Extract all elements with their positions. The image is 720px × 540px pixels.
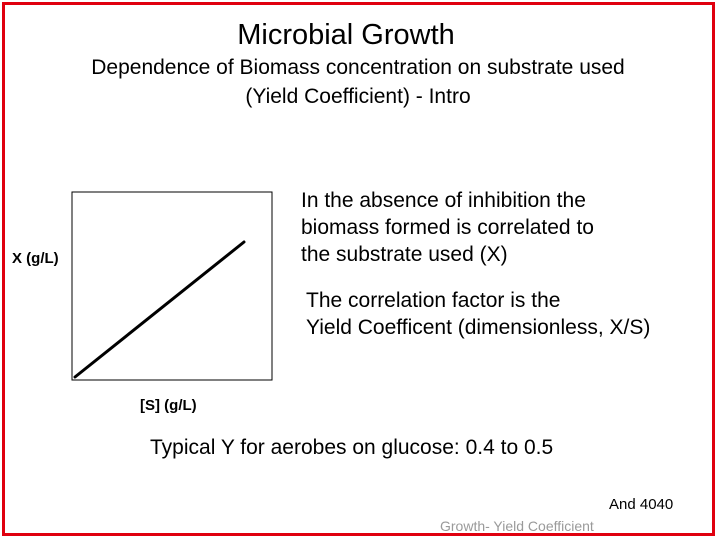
subtitle-line-1: Dependence of Biomass concentration on s… (91, 56, 625, 79)
reference-number: And 4040 (609, 496, 674, 513)
x-axis-label: [S] (g/L) (140, 397, 197, 414)
correlation-line-2: Yield Coefficent (dimensionless, X/S) (306, 316, 651, 339)
yield-line (73, 240, 246, 379)
typical-yield-note: Typical Y for aerobes on glucose: 0.4 to… (150, 436, 554, 459)
inhibition-line-1: In the absence of inhibition the (301, 189, 586, 212)
slide-footer: Growth- Yield Coefficient (440, 518, 594, 534)
slide-subtitle: Dependence of Biomass concentration on s… (0, 53, 716, 111)
inhibition-text: In the absence of inhibition the biomass… (301, 187, 594, 268)
plot-frame (71, 191, 273, 381)
slide-border (2, 2, 715, 536)
y-axis-label: X (g/L) (12, 250, 59, 267)
inhibition-line-3: the substrate used (X) (301, 243, 508, 266)
correlation-line-1: The correlation factor is the (306, 289, 561, 312)
inhibition-line-2: biomass formed is correlated to (301, 216, 594, 239)
correlation-text: The correlation factor is the Yield Coef… (306, 287, 650, 341)
slide-title: Microbial Growth (237, 19, 455, 51)
subtitle-line-2: (Yield Coefficient) - Intro (245, 85, 471, 108)
